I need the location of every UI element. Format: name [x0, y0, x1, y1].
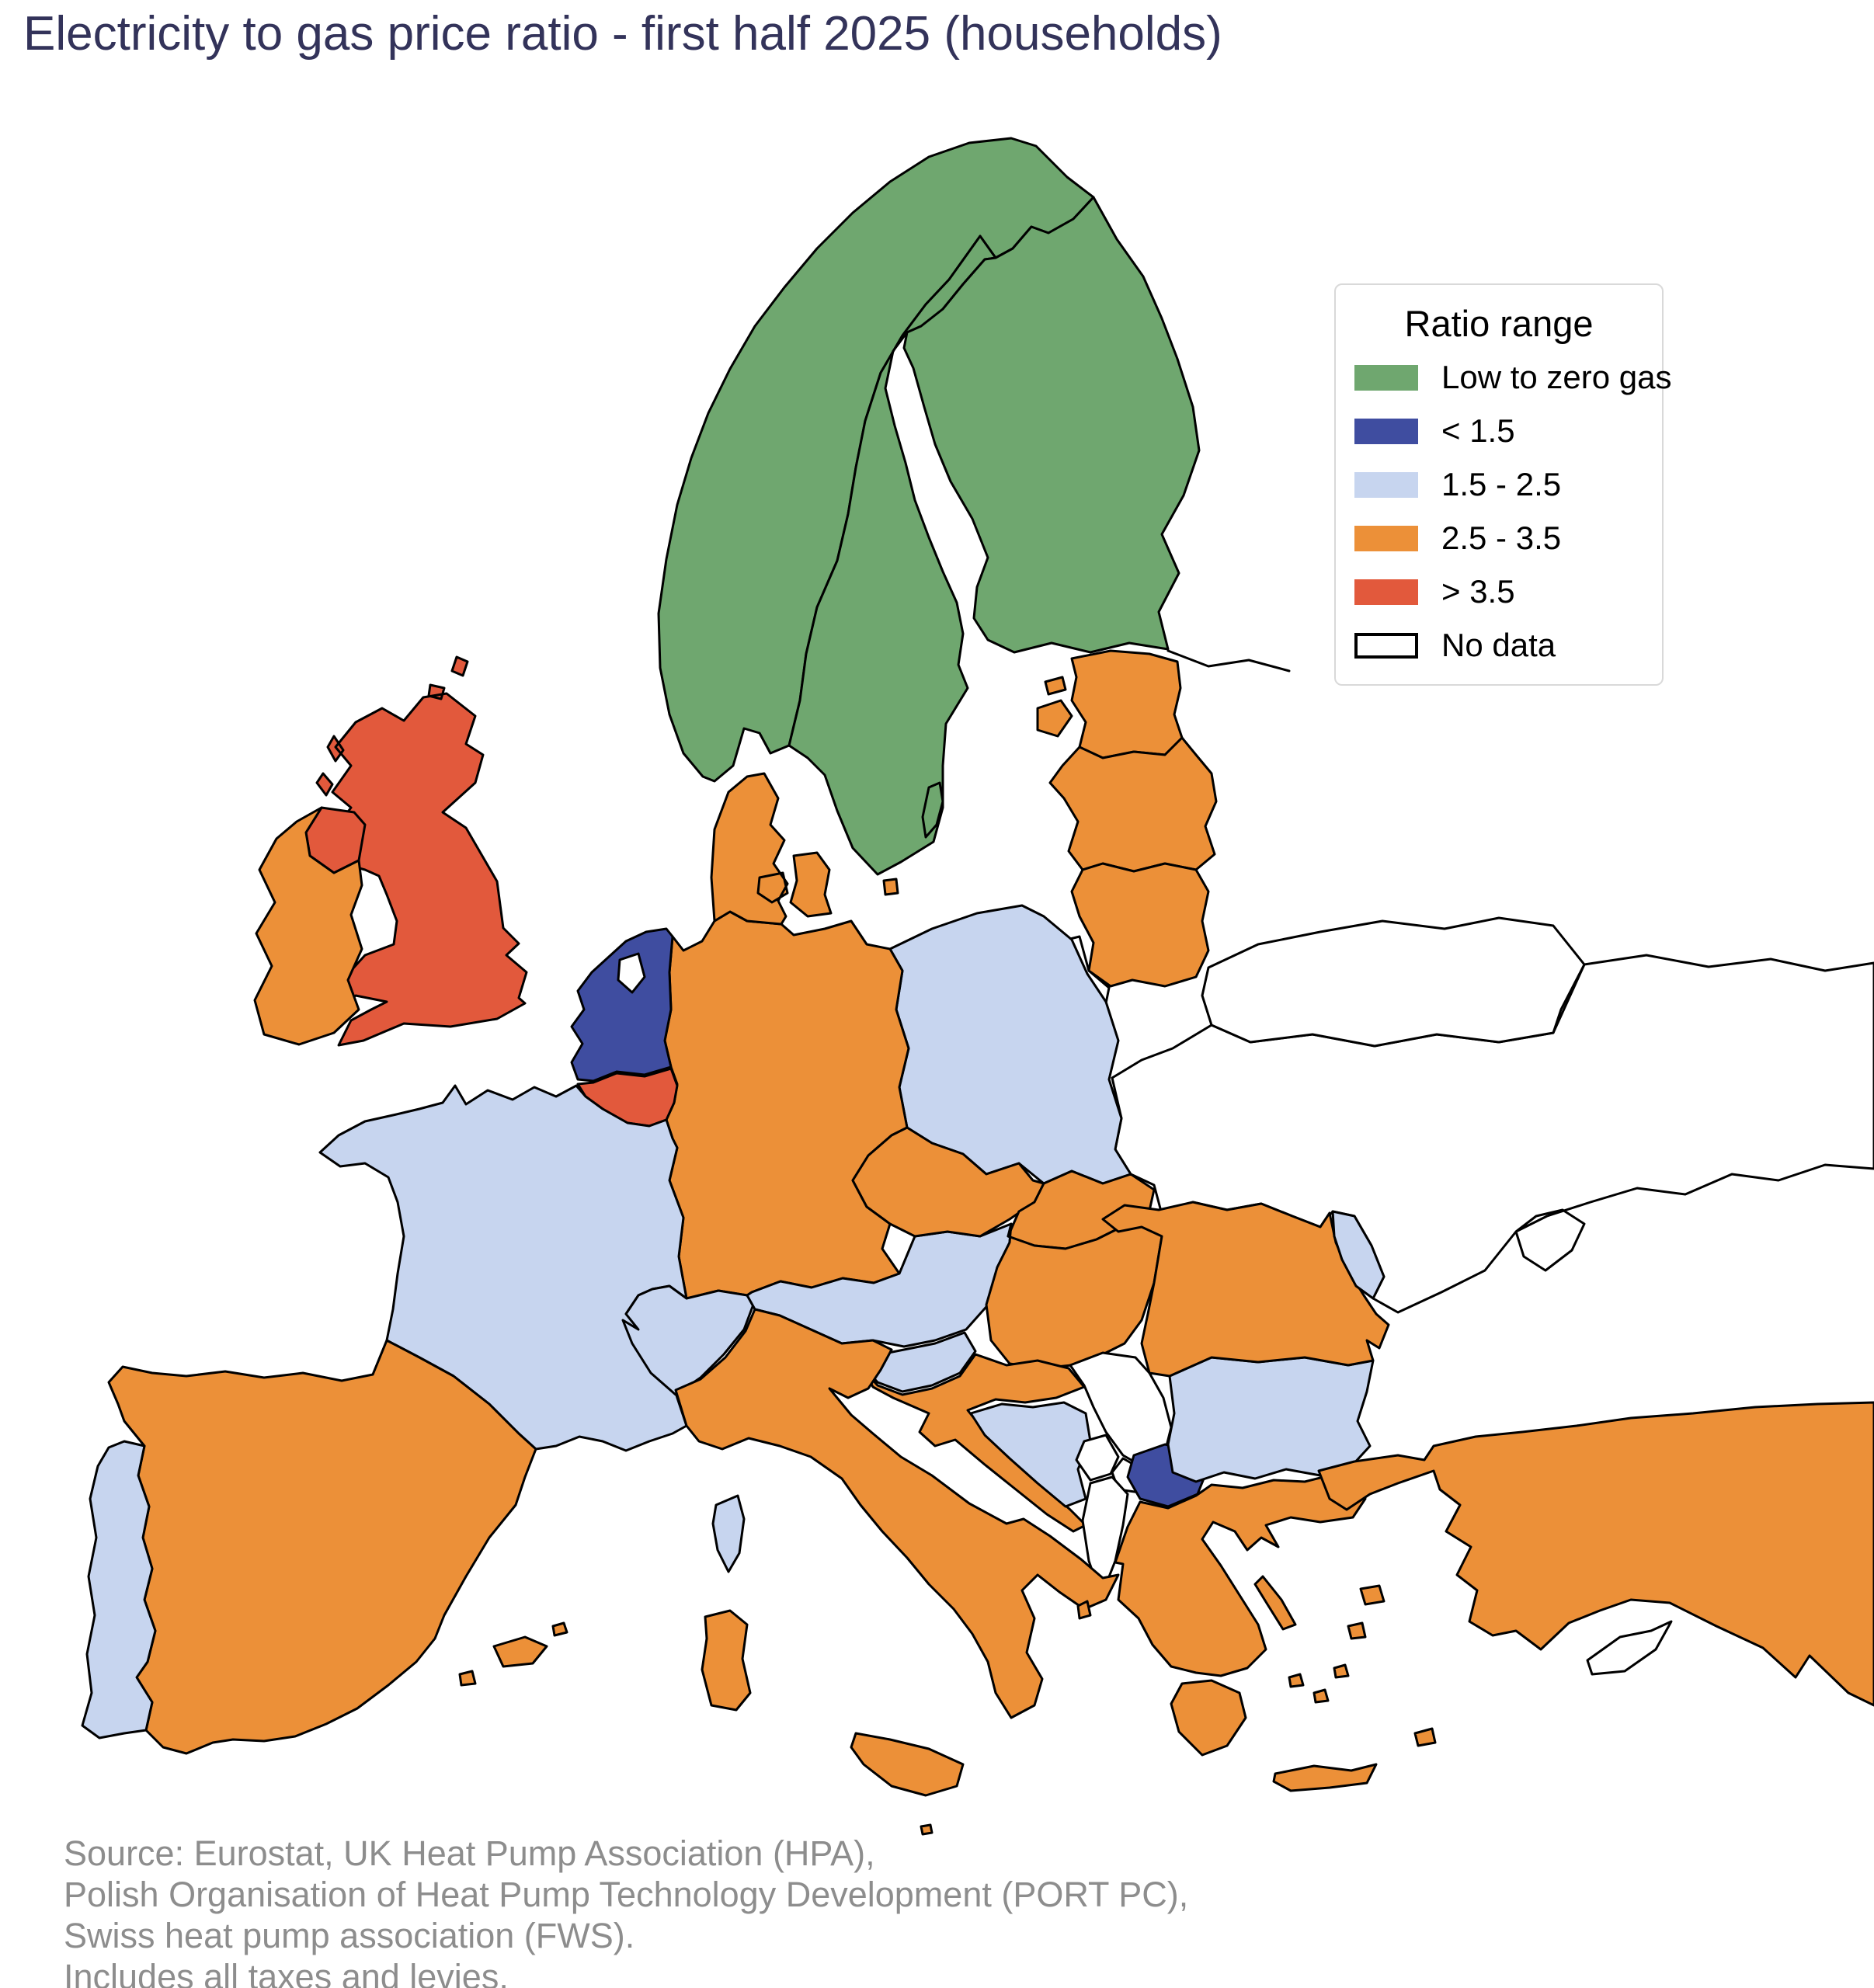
legend-item-r_1_5_2_5: 1.5 - 2.5: [1354, 466, 1643, 503]
legend: Ratio range Low to zero gas < 1.5 1.5 - 2.…: [1334, 283, 1672, 686]
country-estonia: [1036, 649, 1184, 759]
legend-swatch-r_1_5_2_5: [1354, 471, 1418, 498]
legend-label-gt_3_5: > 3.5: [1441, 573, 1515, 610]
legend-item-gt_3_5: > 3.5: [1354, 573, 1643, 610]
legend-item-r_2_5_3_5: 2.5 - 3.5: [1354, 520, 1643, 557]
country-belarus: [1201, 916, 1586, 1048]
country-bosnia: [969, 1401, 1092, 1508]
legend-swatch-no_data: [1354, 632, 1418, 659]
country-hungary: [985, 1216, 1163, 1370]
legend-swatch-lt_1_5: [1354, 418, 1418, 444]
country-netherlands: [570, 927, 674, 1083]
country-germany: [663, 910, 910, 1300]
source-line-2: Polish Organisation of Heat Pump Technol…: [64, 1875, 1189, 1915]
legend-swatch-gt_3_5: [1354, 579, 1418, 605]
country-great-britain: [315, 655, 528, 1047]
country-lithuania: [1070, 862, 1210, 988]
source-line-4: Includes all taxes and levies.: [64, 1957, 509, 1988]
ijsselmeer-lake: [617, 952, 646, 994]
country-portugal: [81, 1440, 157, 1740]
legend-swatch-r_2_5_3_5: [1354, 525, 1418, 551]
legend-label-low_zero_gas: Low to zero gas: [1441, 359, 1672, 395]
country-denmark: [710, 772, 899, 926]
country-ireland: [253, 806, 363, 1046]
legend-label-lt_1_5: < 1.5: [1441, 412, 1515, 449]
country-romania: [1101, 1201, 1390, 1378]
legend-label-no_data: No data: [1441, 627, 1556, 663]
source-line-1: Source: Eurostat, UK Heat Pump Associati…: [64, 1833, 875, 1873]
legend-swatch-low_zero_gas: [1354, 364, 1418, 391]
country-turkey: [1317, 1401, 1874, 1707]
legend-item-low_zero_gas: Low to zero gas: [1354, 359, 1672, 396]
russia-frontier-line: [1166, 649, 1291, 673]
country-moldova: [1331, 1210, 1386, 1300]
country-greece: [1076, 1472, 1437, 1792]
legend-item-no_data: No data: [1354, 627, 1643, 664]
legend-label-r_1_5_2_5: 1.5 - 2.5: [1441, 466, 1562, 502]
country-bulgaria: [1166, 1356, 1375, 1483]
legend-label-r_2_5_3_5: 2.5 - 3.5: [1441, 520, 1562, 556]
legend-item-lt_1_5: < 1.5: [1354, 412, 1643, 450]
country-france: [318, 1084, 746, 1573]
legend-items: Low to zero gas < 1.5 1.5 - 2.5 2.5 - 3.5 > …: [1354, 359, 1672, 664]
source-line-3: Swiss heat pump association (FWS).: [64, 1916, 635, 1956]
country-italy: [674, 1308, 1120, 1836]
country-latvia: [1048, 736, 1218, 873]
legend-title: Ratio range: [1404, 303, 1594, 344]
country-montenegro: [1075, 1434, 1120, 1482]
country-cyprus: [1586, 1620, 1673, 1676]
country-sweden: [787, 235, 997, 876]
source-note: Source: Eurostat, UK Heat Pump Associati…: [64, 1833, 1188, 1988]
country-finland: [902, 196, 1201, 654]
chart-title: Electricity to gas price ratio - first h…: [23, 7, 1222, 61]
